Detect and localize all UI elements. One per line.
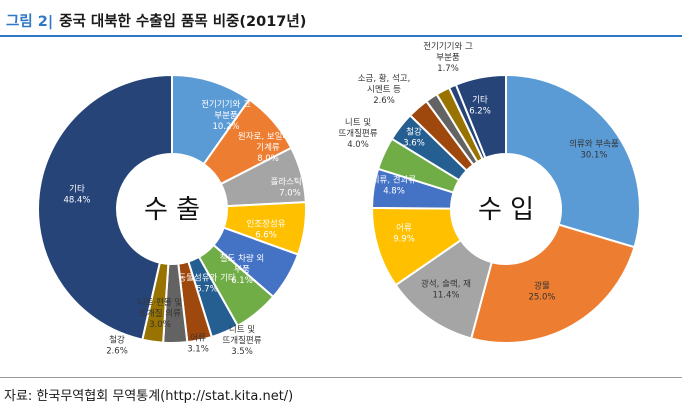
export-label-2: 플라스틱류 7.0% <box>270 177 309 199</box>
export-label-6: 니트 및 뜨개질편류 3.5% <box>222 324 261 357</box>
charts-frame: 전기기기와 그 부분품 10.2% 원자로, 보일러와 기계류 8.0% 플라스틱류 7.0%… <box>0 37 682 377</box>
export-label-2-line-1: 7.0% <box>279 189 301 199</box>
figure-title-text: 중국 대북한 수출입 품목 비중(2017년) <box>59 14 307 30</box>
import-label-1: 광물 25.0% <box>528 281 555 303</box>
export-label-9: 철강 2.6% <box>106 335 128 357</box>
import-donut-chart: 의류와 부속품 30.1% 광물 25.0% 광석, 슬랙, 재 11.4% 어류 9.9% 의… <box>338 41 641 344</box>
import-label-5-line-2: 4.0% <box>347 140 369 150</box>
import-label-9-line-1: 부분품 <box>436 53 460 63</box>
export-label-0-line-0: 전기기기와 그 <box>201 99 251 110</box>
import-label-3-line-1: 9.9% <box>393 235 415 245</box>
import-slice-0 <box>505 73 641 249</box>
export-label-2-line-0: 플라스틱류 <box>270 177 309 188</box>
export-label-8-line-0: 니트·편물 및 <box>138 297 183 308</box>
import-label-0-line-1: 30.1% <box>580 151 607 161</box>
export-slice-10 <box>37 73 173 341</box>
export-label-0: 전기기기와 그 부분품 10.2% <box>201 99 251 132</box>
import-label-6-line-0: 철강 <box>406 127 422 138</box>
export-label-8-line-1: 뜨개질 의류 <box>139 308 181 319</box>
import-label-3-line-0: 어류 <box>396 223 412 234</box>
export-label-3-line-1: 6.6% <box>255 231 277 241</box>
import-label-6-line-1: 3.6% <box>403 139 425 149</box>
import-label-9: 전기기기와 그 부분품 1.7% <box>423 41 473 74</box>
export-label-8-line-2: 3.0% <box>149 320 171 330</box>
import-label-9-line-0: 전기기기와 그 <box>423 41 473 52</box>
import-label-7-line-0: 소금, 황, 석고, <box>358 73 411 84</box>
export-label-3-line-0: 인조장섬유 <box>246 219 285 230</box>
import-label-7: 소금, 황, 석고, 시멘트 등 2.6% <box>358 73 411 106</box>
source-note: 자료: 한국무역협회 무역통계(http://stat.kita.net/) <box>4 389 294 404</box>
import-label-4-line-0: 의류, 견과류 <box>372 175 417 186</box>
import-label-1-line-0: 광물 <box>534 281 550 292</box>
export-label-1-line-0: 원자로, 보일러와 <box>238 131 298 142</box>
export-label-0-line-1: 부분품 <box>214 111 238 121</box>
source-rule <box>0 377 682 378</box>
figure-label: 그림 2| <box>6 14 54 30</box>
export-label-7: 어류 3.1% <box>187 333 209 355</box>
export-label-10: 기타 48.4% <box>63 185 90 206</box>
export-label-4: 철도 차량 외 부품 6.1% <box>220 253 265 286</box>
export-label-6-line-0: 니트 및 <box>229 324 255 335</box>
export-label-4-line-0: 철도 차량 외 <box>220 253 265 264</box>
export-label-1-line-2: 8.0% <box>257 154 279 164</box>
import-label-11-line-1: 6.2% <box>469 107 491 117</box>
import-label-1-line-1: 25.0% <box>528 293 555 303</box>
import-label-3: 어류 9.9% <box>393 223 415 245</box>
import-label-0-line-0: 의류와 부속품 <box>569 139 619 150</box>
export-label-7-line-0: 어류 <box>190 333 206 344</box>
figure-title: 그림 2| 중국 대북한 수출입 품목 비중(2017년) <box>6 10 306 31</box>
donut-charts: 전기기기와 그 부분품 10.2%원자로, 보일러와 기계류 8.0%플라스틱류 7.0%… <box>37 41 641 357</box>
export-label-10-line-1: 48.4% <box>63 196 90 206</box>
import-label-11: 기타 6.2% <box>469 96 491 117</box>
export-label-1-line-1: 기계류 <box>256 142 280 153</box>
import-label-4-line-1: 4.8% <box>383 187 405 197</box>
export-label-3: 인조장섬유 6.6% <box>246 219 285 241</box>
import-slice-1 <box>469 223 636 344</box>
export-chart-title: 수 출 <box>144 195 200 225</box>
import-label-2: 광석, 슬랙, 재 11.4% <box>421 279 471 301</box>
export-label-4-line-2: 6.1% <box>231 276 253 286</box>
export-label-5-line-0: 동물섬유와 기타 <box>178 273 236 284</box>
import-label-4: 의류, 견과류 4.8% <box>372 175 417 197</box>
import-chart-title: 수 입 <box>478 195 534 225</box>
import-label-2-line-0: 광석, 슬랙, 재 <box>421 279 471 290</box>
export-donut-chart: 전기기기와 그 부분품 10.2%원자로, 보일러와 기계류 8.0% 플라스틱류 7.0%… <box>37 73 310 357</box>
import-label-11-line-0: 기타 <box>472 96 488 106</box>
export-label-6-line-1: 뜨개질편류 <box>222 335 261 346</box>
export-label-9-line-0: 철강 <box>109 335 125 346</box>
import-label-7-line-1: 시멘트 등 <box>367 85 401 95</box>
figure-title-bar: 그림 2| 중국 대북한 수출입 품목 비중(2017년) <box>0 0 682 40</box>
title-rule <box>0 35 682 37</box>
export-label-1: 원자로, 보일러와 기계류 8.0% <box>238 131 298 164</box>
import-label-9-line-2: 1.7% <box>437 64 459 74</box>
export-label-10-line-0: 기타 <box>69 185 85 195</box>
import-label-5-line-1: 뜨개질편류 <box>338 128 377 139</box>
import-label-2-line-1: 11.4% <box>432 291 459 301</box>
import-label-5: 니트 및 뜨개질편류 4.0% <box>338 117 377 150</box>
export-label-5-line-1: 5.7% <box>196 285 218 295</box>
export-label-8: 니트·편물 및 뜨개질 의류 3.0% <box>138 297 183 330</box>
import-label-6: 철강 3.6% <box>403 127 425 149</box>
import-label-5-line-0: 니트 및 <box>345 117 371 128</box>
export-label-5: 동물섬유와 기타 5.7% <box>178 273 236 295</box>
export-label-4-line-1: 부품 <box>234 265 250 275</box>
import-label-0: 의류와 부속품 30.1% <box>569 139 619 161</box>
export-label-9-line-1: 2.6% <box>106 347 128 357</box>
export-label-7-line-1: 3.1% <box>187 345 209 355</box>
export-label-0-line-2: 10.2% <box>212 122 239 132</box>
export-label-6-line-2: 3.5% <box>231 347 253 357</box>
import-slice-11 <box>454 73 507 160</box>
import-label-7-line-2: 2.6% <box>373 96 395 106</box>
